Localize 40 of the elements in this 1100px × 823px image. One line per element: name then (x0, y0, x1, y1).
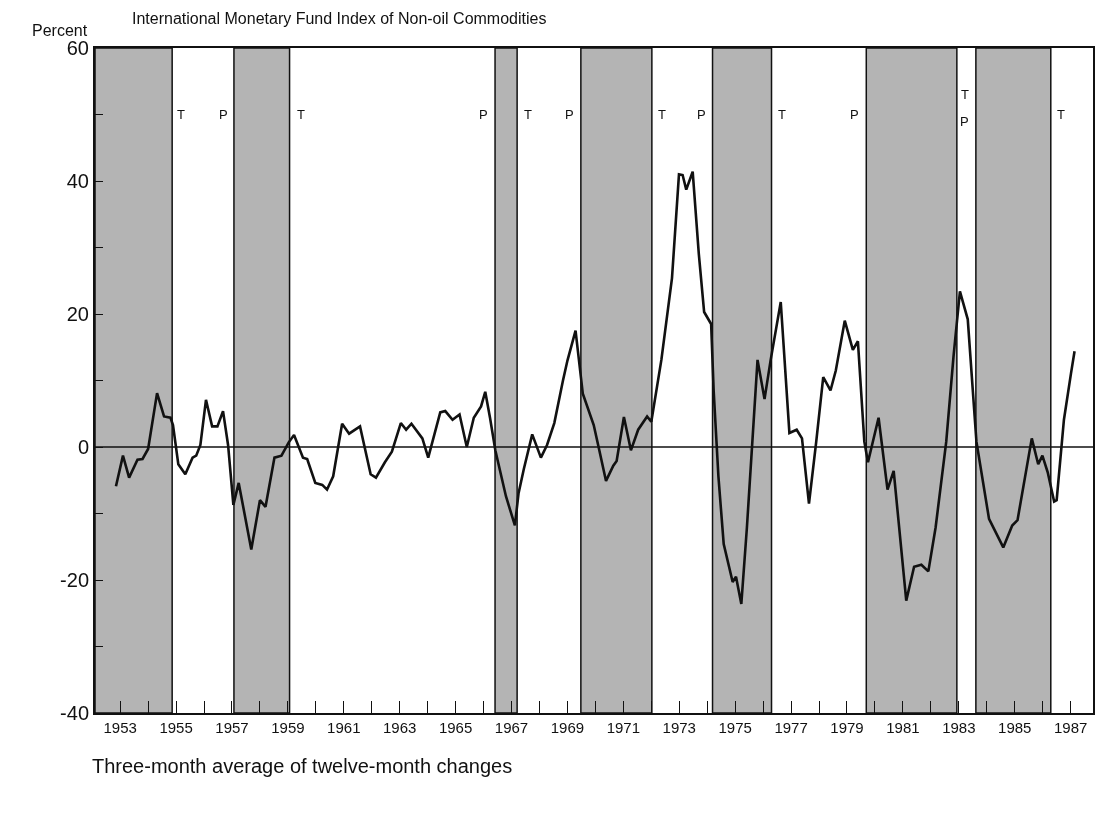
y-tick-label: 0 (77, 436, 89, 458)
x-tick-label: 1955 (159, 719, 193, 736)
annotation: P (697, 107, 706, 122)
x-tick-label: 1957 (215, 719, 249, 736)
annotation: P (479, 107, 488, 122)
y-tick-label: -40 (60, 702, 89, 724)
x-tick-label: 1965 (438, 719, 473, 736)
annotation: T (961, 87, 969, 102)
x-tick-label: 1987 (1053, 719, 1088, 736)
annotation: T (297, 107, 305, 122)
chart-title: International Monetary Fund Index of Non-oil Commodities (132, 9, 547, 27)
annotation: T (524, 107, 532, 122)
annotation: P (960, 114, 969, 129)
x-tick-label: 1969 (550, 719, 585, 736)
annotation: P (219, 107, 228, 122)
x-tick-label: 1961 (327, 719, 361, 736)
y-tick-label: -20 (60, 569, 89, 591)
x-tick-label: 1971 (606, 719, 641, 736)
y-tick-label: 60 (66, 37, 89, 59)
annotation: T (778, 107, 786, 122)
y-tick-label: 20 (66, 303, 89, 325)
y-axis-title: Percent (32, 22, 88, 39)
x-tick-label: 1979 (830, 719, 864, 736)
x-tick-label: 1973 (662, 719, 696, 736)
x-tick-label: 1981 (886, 719, 920, 736)
annotation: T (177, 107, 185, 122)
x-tick-label: 1985 (998, 719, 1032, 736)
x-tick-label: 1963 (383, 719, 417, 736)
annotation: T (658, 107, 666, 122)
annotation: T (1057, 107, 1065, 122)
x-tick-label: 1967 (494, 719, 529, 736)
x-tick-label: 1959 (271, 719, 305, 736)
text: Three-month average of twelve-month changes (92, 755, 513, 777)
x-tick-label: 1983 (942, 719, 976, 736)
x-tick-label: 1953 (103, 719, 137, 736)
x-tick-label: 1975 (718, 719, 752, 736)
x-tick-label: 1977 (774, 719, 808, 736)
annotation: P (565, 107, 574, 122)
annotation: P (850, 107, 859, 122)
y-tick-label: 40 (66, 170, 89, 192)
